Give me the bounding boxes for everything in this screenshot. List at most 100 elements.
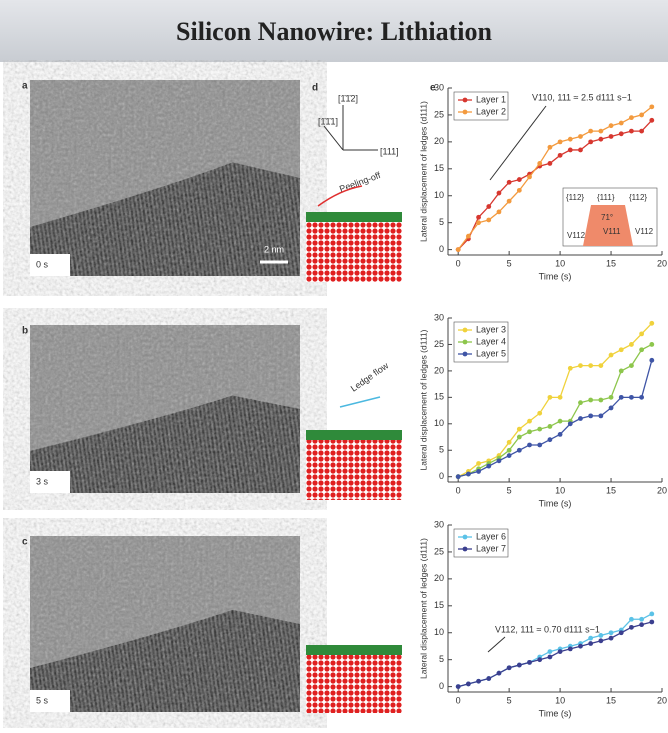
x-tick-label: 20 — [657, 485, 667, 495]
point — [618, 347, 624, 353]
y-tick-label: 25 — [434, 339, 444, 349]
y-tick-label: 0 — [439, 244, 444, 254]
point — [629, 363, 634, 369]
point — [527, 442, 532, 448]
point — [588, 413, 594, 419]
direction-label: [1̄1̄1] — [318, 116, 338, 126]
x-tick-label: 10 — [555, 485, 565, 495]
image-panels: a 0 s 2 nm b 3 s c 5 s — [22, 80, 300, 712]
point — [598, 638, 604, 644]
page-title: Silicon Nanowire: Lithiation — [176, 17, 492, 46]
point — [537, 410, 543, 416]
legend-label: Layer 6 — [476, 531, 506, 541]
point — [547, 424, 553, 429]
point — [629, 128, 634, 134]
point — [649, 104, 655, 110]
panel-label: a — [22, 81, 28, 92]
legend-marker — [462, 339, 468, 345]
x-tick-label: 10 — [555, 258, 565, 268]
point — [527, 174, 532, 180]
point — [588, 363, 594, 369]
point — [618, 630, 624, 636]
point — [506, 198, 512, 204]
legend-label: Layer 1 — [476, 94, 506, 104]
inset-label: {111} — [597, 193, 615, 202]
time-label: 3 s — [36, 476, 49, 486]
noise — [30, 80, 300, 276]
point — [547, 649, 553, 654]
point — [516, 187, 522, 193]
legend-marker — [462, 327, 468, 333]
y-tick-label: 10 — [434, 190, 444, 200]
point — [476, 220, 481, 226]
x-axis-label: Time (s) — [539, 498, 572, 508]
time-box — [30, 690, 70, 712]
point — [557, 139, 563, 145]
point — [557, 418, 563, 424]
point — [547, 161, 553, 166]
point — [527, 418, 532, 424]
point — [547, 437, 553, 443]
y-tick-label: 25 — [434, 546, 444, 556]
panel-label: b — [22, 326, 28, 337]
x-tick-label: 20 — [657, 258, 667, 268]
y-tick-label: 15 — [434, 163, 444, 173]
direction-label: [111] — [380, 146, 399, 156]
series-line — [458, 343, 653, 478]
y-tick-label: 15 — [434, 392, 444, 402]
point — [629, 616, 634, 622]
point — [527, 659, 532, 665]
point — [629, 115, 634, 121]
point — [578, 134, 583, 139]
point — [537, 426, 543, 432]
point — [476, 678, 481, 684]
point — [608, 394, 614, 400]
point — [639, 112, 645, 118]
point — [537, 442, 543, 448]
x-tick-label: 20 — [657, 695, 667, 705]
x-axis-label: Time (s) — [539, 708, 572, 718]
point — [496, 190, 502, 196]
y-axis-label: Lateral displacement of ledges (d111) — [418, 101, 428, 242]
point — [588, 139, 594, 145]
point — [649, 611, 655, 617]
point — [639, 331, 645, 337]
crystal — [306, 655, 402, 713]
point — [608, 630, 614, 636]
point — [506, 447, 512, 453]
axis-arrow — [323, 125, 344, 151]
x-tick-label: 5 — [507, 258, 512, 268]
panel-label: d — [312, 83, 318, 94]
point — [618, 394, 624, 400]
inset-shape — [583, 205, 633, 246]
point — [639, 616, 645, 622]
legend-label: Layer 4 — [476, 336, 506, 346]
annotation: V112, 111 ≈ 0.70 d111 s−1 — [495, 624, 600, 634]
point — [649, 357, 655, 363]
point — [455, 474, 461, 480]
legend-marker — [462, 534, 468, 540]
point — [486, 676, 492, 681]
x-tick-label: 0 — [456, 485, 461, 495]
panel-label: c — [22, 537, 28, 548]
scale-label: 2 nm — [264, 244, 284, 254]
point — [476, 461, 481, 466]
point — [598, 397, 604, 403]
point — [516, 177, 522, 182]
crystal-layer — [306, 430, 402, 440]
annotation: Ledge flow — [349, 360, 391, 393]
inset-label: {112} — [629, 193, 647, 202]
point — [578, 643, 583, 649]
y-tick-label: 5 — [439, 445, 444, 455]
point — [486, 204, 492, 209]
inset-label: {112} — [566, 193, 584, 202]
point — [629, 394, 634, 400]
point — [537, 657, 543, 663]
y-tick-label: 15 — [434, 600, 444, 610]
legend-box — [453, 91, 509, 121]
point — [516, 426, 522, 432]
point — [639, 394, 645, 400]
point — [608, 123, 614, 129]
point — [578, 363, 583, 369]
